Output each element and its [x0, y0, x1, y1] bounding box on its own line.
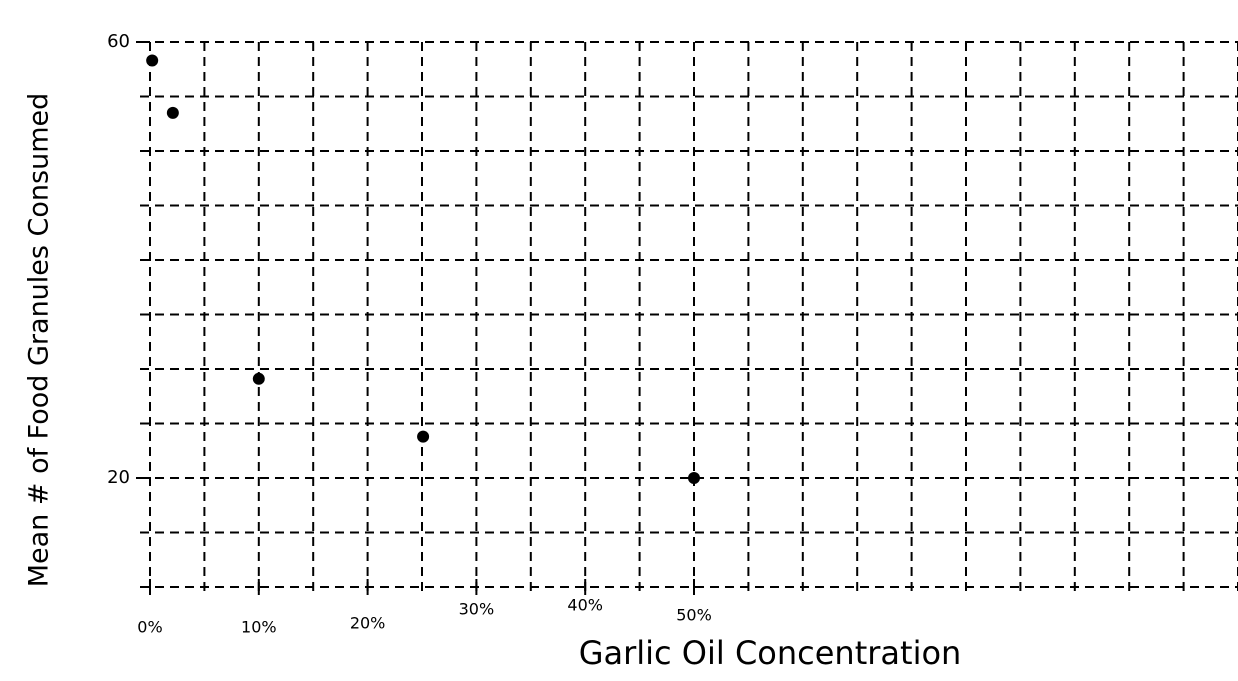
- x-tick-label: 10%: [241, 618, 277, 637]
- x-tick-label: 20%: [350, 614, 386, 633]
- x-tick-label: 0%: [137, 618, 162, 637]
- x-axis-title: Garlic Oil Concentration: [579, 634, 962, 672]
- data-point: [253, 373, 265, 385]
- y-tick-label: 60: [107, 31, 130, 52]
- data-point: [688, 472, 700, 484]
- x-tick-label: 40%: [567, 596, 603, 615]
- page: {"chart_data": {"type": "scatter", "x_la…: [0, 0, 1238, 681]
- x-tick-label: 30%: [459, 600, 495, 619]
- y-axis-title: Mean # of Food Granules Consumed: [24, 93, 55, 588]
- y-tick-label: 20: [107, 467, 130, 488]
- x-tick-label: 50%: [676, 606, 712, 625]
- chart: Garlic Oil Concentration Mean # of Food …: [0, 0, 1238, 681]
- data-point: [167, 107, 179, 119]
- data-point: [417, 431, 429, 443]
- data-point: [146, 55, 158, 67]
